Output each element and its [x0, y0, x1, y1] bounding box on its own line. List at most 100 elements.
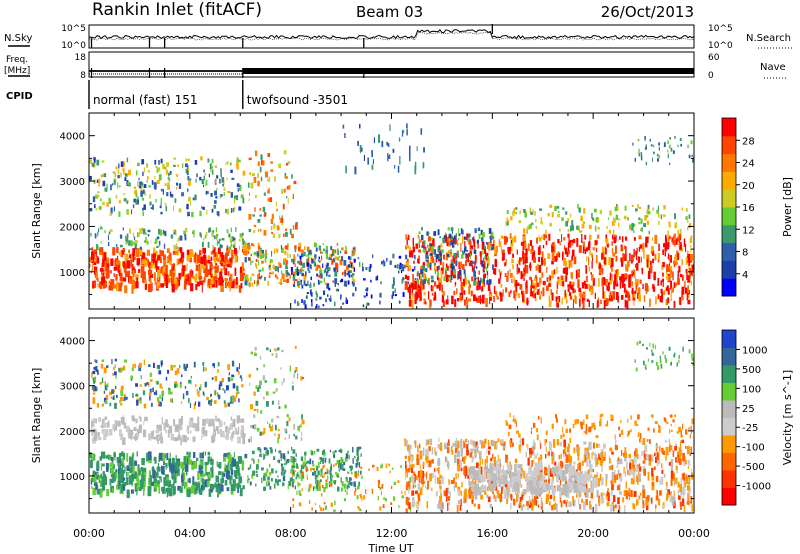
velocity-cell — [207, 456, 211, 462]
velocity-cell — [372, 464, 375, 468]
velocity-cell — [239, 375, 242, 379]
power-cell — [586, 275, 588, 283]
power-cell — [506, 210, 509, 214]
velocity-cell — [190, 430, 192, 434]
power-cell — [531, 222, 534, 225]
power-cell — [242, 272, 246, 276]
velocity-cell — [230, 484, 235, 492]
velocity-cell — [474, 451, 477, 459]
power-cell — [397, 165, 400, 173]
velocity-cell — [227, 402, 231, 407]
power-cell — [515, 207, 518, 210]
velocity-cell — [226, 425, 228, 432]
velocity-cell — [473, 470, 479, 480]
power-cell — [378, 134, 380, 143]
velocity-cell — [552, 503, 556, 511]
power-cell — [199, 232, 202, 237]
power-cell — [559, 241, 561, 246]
velocity-cell — [497, 454, 499, 462]
power-cell — [333, 258, 336, 263]
power-cell — [423, 147, 425, 153]
power-cell — [187, 165, 189, 170]
power-cell — [128, 182, 131, 187]
velocity-cell — [161, 417, 163, 425]
velocity-cell — [188, 459, 192, 465]
power-cell — [264, 253, 268, 257]
velocity-cell — [634, 420, 637, 426]
power-cell — [489, 237, 492, 243]
velocity-cell — [262, 431, 265, 435]
power-cell — [185, 274, 189, 282]
power-cell — [562, 281, 565, 287]
velocity-cell — [305, 466, 308, 471]
velocity-cell — [119, 429, 122, 437]
velocity-cell — [528, 502, 532, 508]
velocity-cell — [217, 369, 219, 373]
power-cell — [176, 182, 178, 186]
power-cell — [234, 206, 236, 210]
power-cell — [482, 249, 484, 255]
power-cell — [247, 278, 250, 282]
velocity-cell — [138, 362, 142, 368]
velocity-cell — [329, 449, 332, 453]
power-cell — [546, 277, 549, 282]
velocity-cell — [314, 474, 317, 480]
velocity-cell — [276, 415, 280, 419]
power-cell — [642, 243, 645, 252]
velocity-cell — [96, 403, 99, 408]
power-cell — [453, 252, 456, 259]
velocity-cell — [158, 436, 160, 440]
power-cell — [431, 285, 434, 292]
power-cell — [216, 187, 218, 191]
velocity-cell — [357, 455, 360, 461]
velocity-cell — [506, 469, 511, 475]
power-cell — [488, 279, 492, 285]
velocity-cell — [380, 491, 383, 496]
power-cell — [524, 210, 527, 213]
power-cell — [548, 233, 551, 241]
velocity-cell — [568, 478, 573, 484]
power-cell — [368, 303, 370, 306]
velocity-cell — [133, 471, 137, 479]
power-cell — [210, 193, 213, 197]
power-cell — [422, 249, 425, 253]
power-cell — [212, 230, 215, 233]
power-cell — [463, 236, 467, 240]
power-cell — [570, 284, 574, 291]
power-cell — [470, 248, 473, 252]
power-cell — [112, 284, 117, 289]
velocity-cell — [100, 473, 103, 479]
velocity-cell — [568, 454, 571, 461]
power-cell — [686, 220, 689, 223]
velocity-cell — [513, 498, 516, 506]
velocity-cell — [296, 473, 299, 478]
power-cell — [623, 215, 627, 220]
power-cell — [194, 160, 198, 165]
power-cell — [409, 293, 411, 297]
velocity-cell — [455, 473, 457, 480]
power-cell — [470, 290, 473, 297]
power-cell — [154, 277, 156, 286]
velocity-cell — [231, 374, 235, 378]
velocity-cell — [150, 481, 154, 486]
power-cell — [118, 200, 121, 204]
power-cell — [135, 248, 140, 257]
velocity-cell — [601, 493, 603, 500]
velocity-cell — [157, 397, 159, 402]
power-cell — [429, 243, 432, 247]
velocity-cell — [220, 484, 224, 492]
power-cell — [669, 255, 672, 263]
velocity-cell — [172, 471, 174, 480]
velocity-cell — [460, 447, 463, 457]
velocity-cell — [181, 464, 184, 469]
power-cell — [315, 298, 318, 301]
velocity-cell — [143, 359, 145, 366]
power-cell — [443, 235, 447, 239]
velocity-cell — [119, 479, 124, 484]
velocity-cell — [149, 373, 152, 377]
velocity-cell — [282, 465, 283, 472]
velocity-cell — [91, 430, 93, 437]
power-cell — [412, 279, 415, 285]
velocity-cell — [277, 433, 280, 439]
velocity-cell — [486, 455, 488, 464]
